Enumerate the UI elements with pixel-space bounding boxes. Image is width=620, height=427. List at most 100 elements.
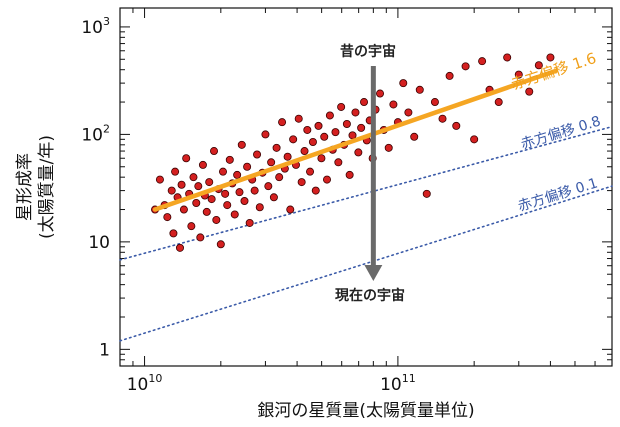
data-point	[410, 132, 419, 141]
series-label: 赤方偏移 0.1	[516, 175, 600, 214]
data-point	[320, 132, 329, 141]
annotation-past: 昔の宇宙	[340, 43, 396, 60]
data-point	[196, 233, 205, 242]
data-point	[360, 98, 369, 107]
data-point	[534, 61, 543, 70]
y-tick-label: 10	[88, 233, 110, 253]
data-point	[240, 197, 249, 206]
data-point	[308, 137, 317, 146]
data-point	[182, 154, 191, 163]
data-point	[357, 123, 366, 132]
data-point	[198, 160, 207, 169]
data-point	[221, 189, 230, 198]
data-point	[233, 170, 242, 179]
x-axis-title: 銀河の星質量(太陽質量単位)	[257, 401, 474, 421]
data-point	[348, 131, 357, 140]
data-point	[345, 170, 354, 179]
dotted-line	[119, 185, 613, 342]
data-point	[194, 182, 203, 191]
data-point	[452, 121, 461, 130]
data-point	[334, 158, 343, 167]
y-tick-label: 1	[99, 340, 110, 360]
data-point	[306, 167, 315, 176]
data-point	[163, 213, 172, 222]
data-point	[207, 195, 216, 204]
data-point	[331, 128, 340, 137]
data-point	[342, 119, 351, 128]
plot-frame	[119, 7, 613, 367]
data-point	[317, 154, 326, 163]
x-tick-label: 1011	[380, 372, 416, 395]
data-point	[237, 140, 246, 149]
data-point	[314, 121, 323, 130]
data-point	[169, 229, 178, 238]
data-point	[422, 189, 431, 198]
fit-line	[152, 68, 559, 212]
data-point	[297, 178, 306, 187]
data-point	[192, 198, 201, 207]
data-point	[235, 188, 244, 197]
data-point	[354, 148, 363, 157]
data-point	[230, 210, 239, 219]
data-point	[389, 100, 398, 109]
data-point	[503, 53, 512, 62]
data-point	[243, 162, 252, 171]
data-point	[470, 135, 479, 144]
data-point	[294, 114, 303, 123]
data-point	[494, 98, 503, 107]
data-point	[267, 158, 276, 167]
data-point	[300, 147, 309, 156]
data-point	[253, 150, 262, 159]
data-point	[167, 186, 176, 195]
series-lines	[119, 125, 613, 342]
tick-marks	[119, 8, 613, 367]
data-point	[415, 85, 424, 94]
y-axis-title: 星形成率 (太陽質量/年)	[15, 135, 57, 239]
data-point	[210, 147, 219, 156]
data-point	[376, 89, 385, 98]
arrow-head	[364, 265, 383, 281]
data-point	[525, 87, 534, 96]
data-point	[351, 108, 360, 117]
data-point	[275, 173, 284, 182]
annotation-present: 現在の宇宙	[335, 287, 405, 304]
x-tick-labels: 1010 1011	[127, 372, 416, 395]
data-point	[384, 143, 393, 152]
data-point	[261, 130, 270, 139]
scatter-points	[151, 53, 555, 252]
data-point	[323, 175, 332, 184]
data-point	[225, 155, 234, 164]
time-arrow	[364, 66, 383, 281]
data-point	[478, 57, 487, 66]
data-point	[177, 180, 186, 189]
y-axis-title-line2: (太陽質量/年)	[37, 135, 57, 239]
data-point	[223, 201, 232, 210]
data-point	[216, 240, 225, 249]
data-point	[430, 98, 439, 107]
data-point	[283, 152, 292, 161]
data-point	[205, 178, 214, 187]
data-point	[218, 167, 227, 176]
y-tick-label: 103	[81, 15, 110, 38]
data-point	[289, 135, 298, 144]
data-point	[311, 186, 320, 195]
data-point	[250, 186, 259, 195]
data-point	[212, 215, 221, 224]
data-point	[155, 175, 164, 184]
y-tick-label: 102	[81, 122, 110, 145]
data-point	[445, 71, 454, 80]
data-point	[404, 108, 413, 117]
data-point	[171, 167, 180, 176]
data-point	[399, 79, 408, 88]
data-point	[187, 222, 196, 231]
data-point	[461, 62, 470, 71]
data-point	[175, 243, 184, 252]
data-point	[264, 182, 273, 191]
data-point	[202, 207, 211, 216]
data-point	[269, 193, 278, 202]
y-axis-title-line1: 星形成率	[15, 153, 35, 221]
data-point	[286, 205, 295, 214]
data-point	[255, 203, 264, 212]
